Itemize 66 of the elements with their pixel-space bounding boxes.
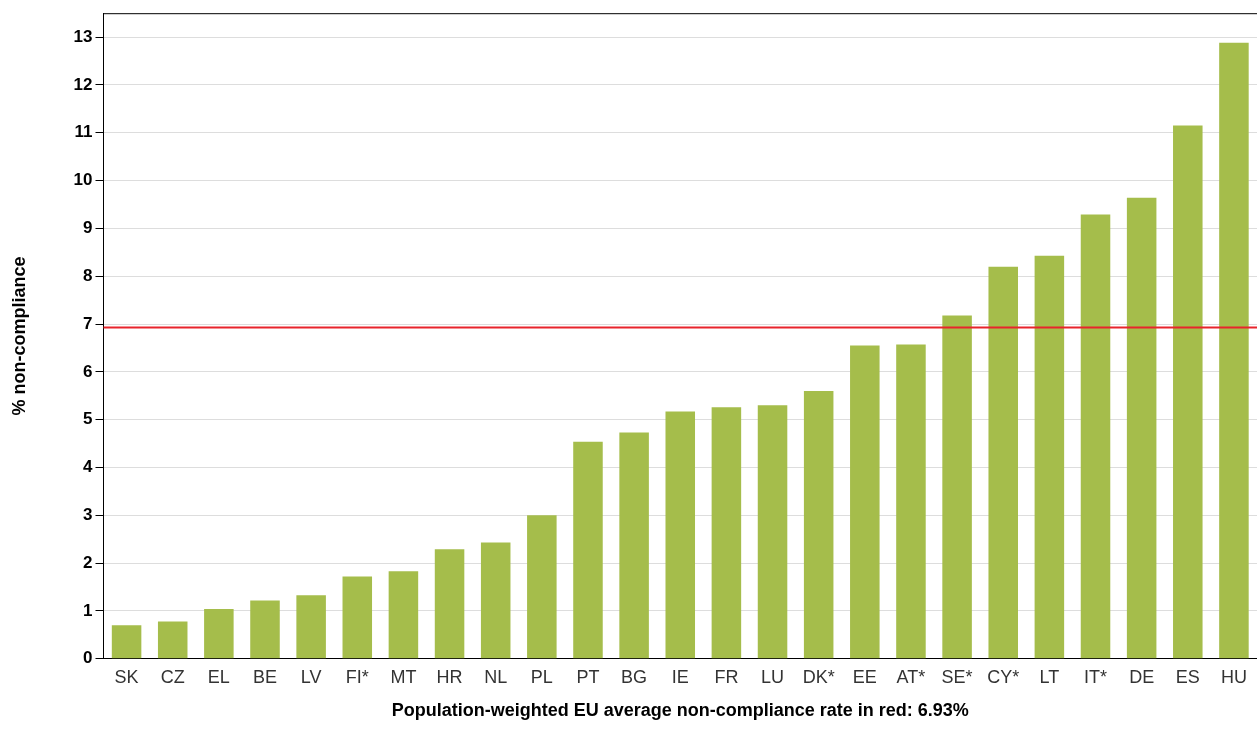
x-tick-label: PL bbox=[530, 666, 553, 687]
x-tick-label: CZ bbox=[160, 666, 185, 687]
bar bbox=[1126, 197, 1157, 659]
y-tick-label: 9 bbox=[83, 218, 93, 238]
bar bbox=[896, 344, 926, 659]
bar bbox=[988, 266, 1018, 659]
bar bbox=[619, 432, 649, 659]
y-tick-label: 10 bbox=[73, 170, 93, 190]
x-tick-label: BG bbox=[621, 666, 648, 687]
x-tick-label: AT* bbox=[896, 666, 926, 687]
x-tick-label: PT bbox=[576, 666, 600, 687]
bar bbox=[157, 621, 188, 659]
bar bbox=[1034, 255, 1065, 659]
bar bbox=[480, 542, 511, 659]
x-tick-label: DK* bbox=[802, 666, 835, 687]
x-tick-label: MT bbox=[390, 666, 417, 687]
bar bbox=[942, 315, 972, 659]
y-tick-label: 11 bbox=[74, 122, 93, 142]
bar bbox=[1219, 42, 1249, 659]
y-tick-label: 2 bbox=[83, 552, 93, 572]
x-tick-label: FI* bbox=[345, 666, 369, 687]
y-tick-label: 8 bbox=[83, 265, 93, 285]
bar bbox=[850, 345, 880, 659]
y-tick-label: 4 bbox=[83, 457, 94, 477]
y-axis-title: % non-compliance bbox=[8, 256, 29, 416]
y-tick-label: 1 bbox=[83, 600, 93, 620]
bar bbox=[342, 576, 373, 659]
x-tick-label: IT* bbox=[1084, 666, 1108, 687]
bar bbox=[250, 600, 280, 659]
bar bbox=[388, 571, 419, 659]
x-tick-label: IE bbox=[671, 666, 689, 687]
bar bbox=[803, 391, 834, 659]
x-tick-label: SK bbox=[114, 666, 139, 687]
x-tick-label: LV bbox=[300, 666, 322, 687]
x-tick-label: CY* bbox=[987, 666, 1020, 687]
x-tick-label: LT bbox=[1039, 666, 1060, 687]
x-tick-label: DE bbox=[1129, 666, 1155, 687]
bar bbox=[111, 625, 142, 659]
x-axis-title: Population-weighted EU average non-compliance rate in red: 6.93% bbox=[391, 700, 969, 721]
x-tick-label: EL bbox=[207, 666, 230, 687]
y-tick-label: 5 bbox=[83, 409, 93, 429]
y-tick-label: 0 bbox=[83, 648, 93, 668]
y-tick-label: 7 bbox=[83, 313, 93, 333]
x-tick-label: ES bbox=[1175, 666, 1200, 687]
x-tick-label: NL bbox=[484, 666, 508, 687]
bar bbox=[1080, 214, 1111, 659]
bar bbox=[573, 441, 603, 659]
bar bbox=[296, 595, 326, 659]
bar bbox=[434, 549, 465, 659]
x-tick-label: HU bbox=[1220, 666, 1247, 687]
x-tick-label: FR bbox=[714, 666, 739, 687]
y-tick-label: 3 bbox=[83, 505, 93, 525]
y-tick-label: 12 bbox=[73, 74, 93, 94]
x-tick-label: LU bbox=[761, 666, 785, 687]
bar bbox=[757, 405, 788, 659]
bar bbox=[665, 411, 696, 659]
bar bbox=[204, 609, 234, 659]
x-tick-label: SE* bbox=[941, 666, 973, 687]
x-tick-label: BE bbox=[252, 666, 278, 687]
y-tick-label: 6 bbox=[83, 361, 93, 381]
x-tick-label: EE bbox=[852, 666, 877, 687]
y-tick-label: 13 bbox=[73, 26, 93, 46]
x-tick-label: HR bbox=[436, 666, 463, 687]
bar bbox=[527, 515, 557, 659]
bar bbox=[711, 407, 742, 659]
bar bbox=[1173, 125, 1203, 659]
